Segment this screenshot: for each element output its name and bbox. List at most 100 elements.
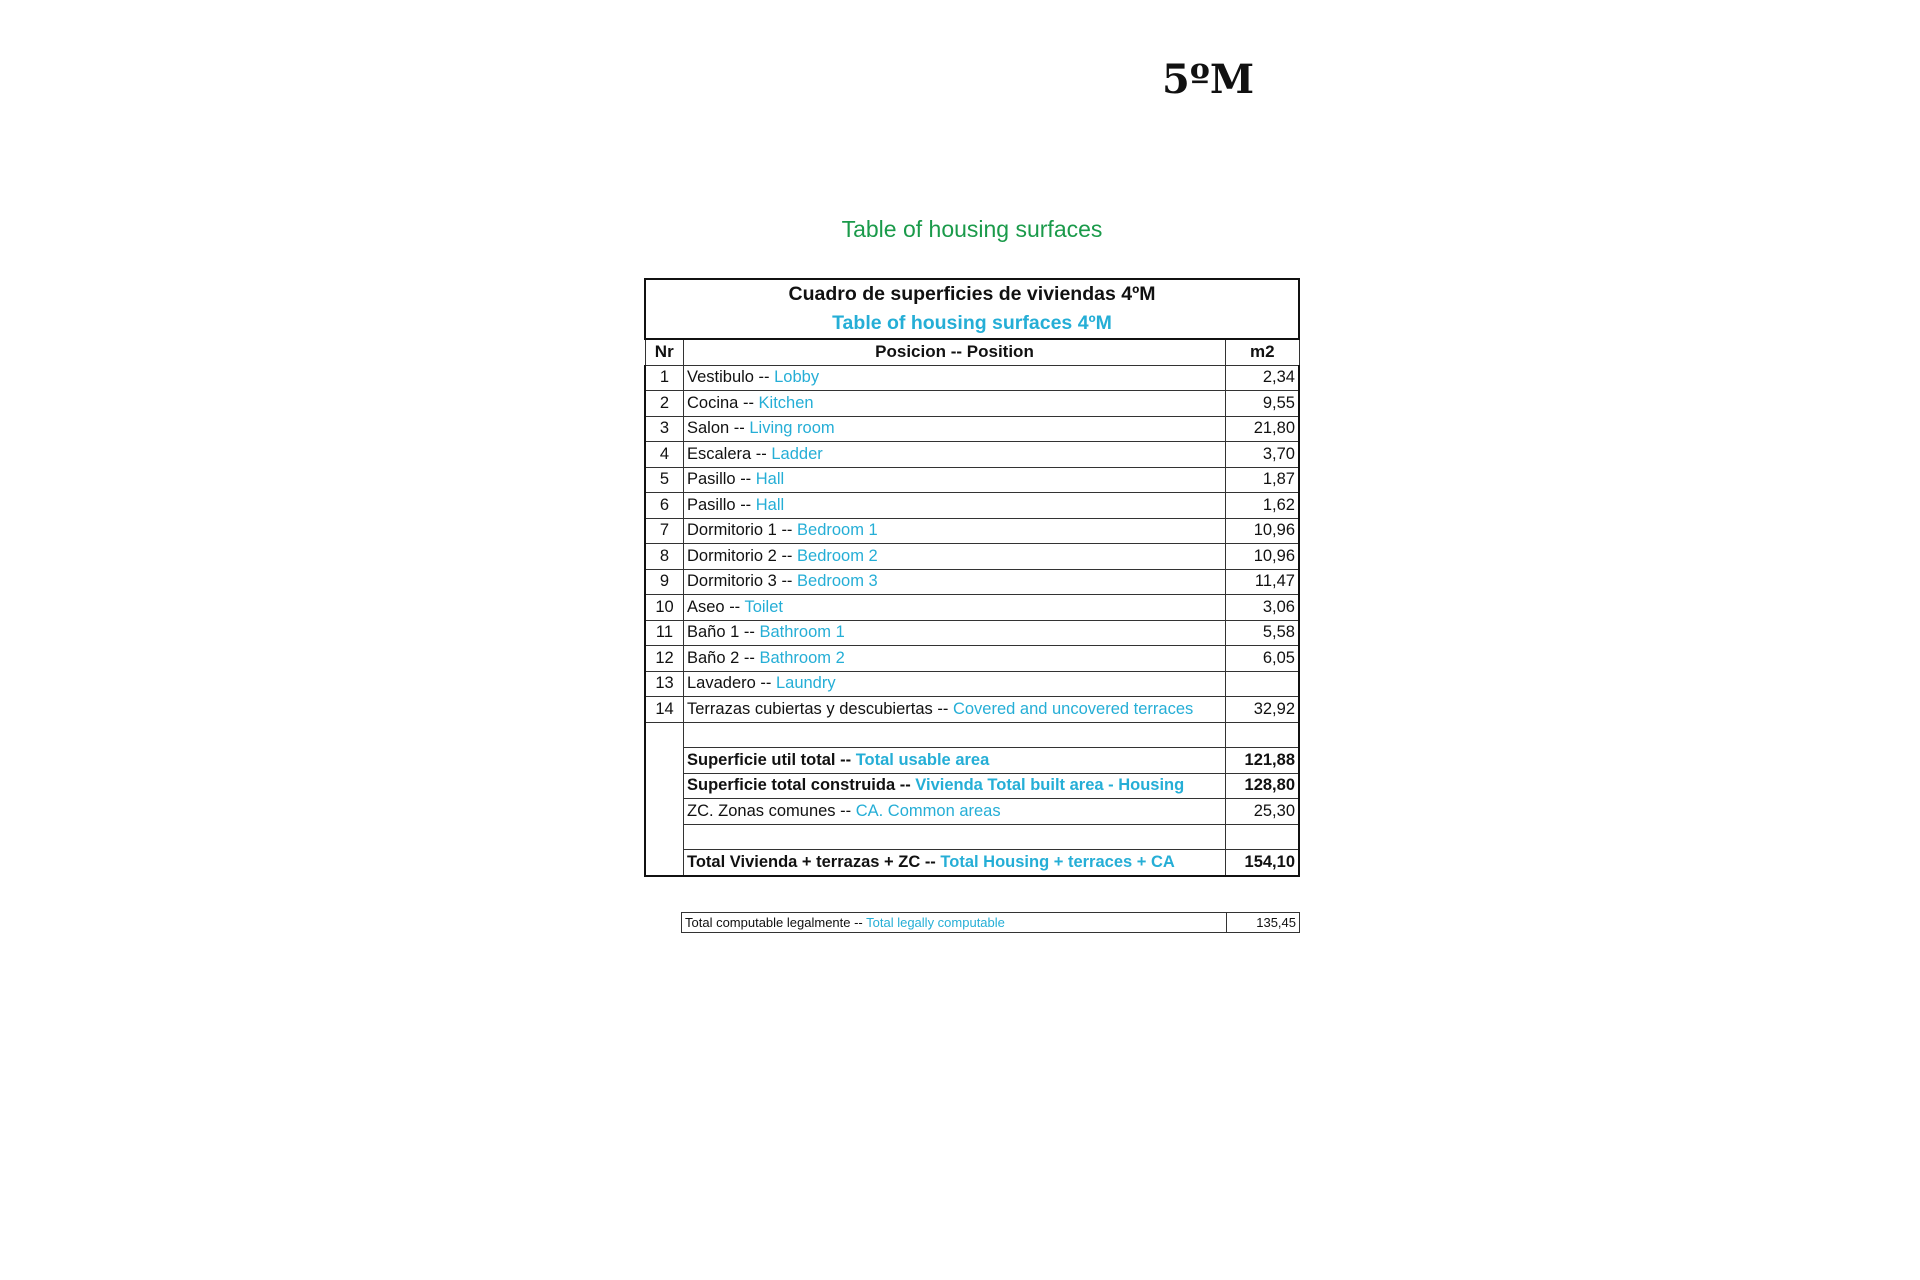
cell-position [683, 721, 1226, 748]
cell-m2: 128,80 [1225, 772, 1300, 799]
cell-position: Baño 1 -- Bathroom 1 [683, 619, 1226, 646]
position-en: Living room [749, 419, 835, 438]
position-en: Bathroom 1 [759, 623, 845, 642]
cell-nr: 5 [644, 466, 684, 493]
position-en: Kitchen [758, 393, 814, 412]
cell-nr: 3 [644, 415, 684, 442]
table-row: 7 Dormitorio 1 -- Bedroom 1 10,96 [644, 517, 1300, 544]
position-es: Escalera -- [687, 444, 772, 463]
header-m2: m2 [1225, 338, 1300, 366]
table-row: 1 Vestibulo -- Lobby 2,34 [644, 364, 1300, 391]
position-en: CA. Common areas [855, 801, 1001, 820]
cell-m2: 3,06 [1225, 594, 1300, 621]
computable-row: Total computable legalmente -- Total leg… [644, 912, 1300, 933]
table-row: 2 Cocina -- Kitchen 9,55 [644, 390, 1300, 417]
table-row: 11 Baño 1 -- Bathroom 1 5,58 [644, 619, 1300, 646]
position-en: Ladder [771, 444, 823, 463]
cell-position: Dormitorio 2 -- Bedroom 2 [683, 543, 1226, 570]
common-areas-row: ZC. Zonas comunes -- CA. Common areas 25,… [644, 798, 1300, 825]
cell-position: Escalera -- Ladder [683, 441, 1226, 468]
computable-value: 135,45 [1226, 912, 1300, 933]
position-es: Dormitorio 2 -- [687, 546, 798, 565]
cell-position: Cocina -- Kitchen [683, 390, 1226, 417]
cell-m2: 6,05 [1225, 645, 1300, 672]
position-es: Salon -- [687, 419, 750, 438]
cell-m2: 10,96 [1225, 543, 1300, 570]
table-title-en: Table of housing surfaces 4ºM [832, 312, 1112, 334]
cell-nr: 14 [644, 696, 684, 723]
cell-nr: 6 [644, 492, 684, 519]
computable-table: Total computable legalmente -- Total leg… [644, 912, 1300, 933]
table-row: 13 Lavadero -- Laundry [644, 670, 1300, 697]
cell-nr [644, 722, 684, 748]
position-es: Vestibulo -- [687, 368, 775, 387]
position-en: Bedroom 1 [797, 521, 878, 540]
cell-position: Superficie total construida -- Vivienda … [683, 772, 1226, 799]
cell-position: Baño 2 -- Bathroom 2 [683, 645, 1226, 672]
cell-position: Dormitorio 3 -- Bedroom 3 [683, 568, 1226, 595]
column-header-row: Nr Posicion -- Position m2 [644, 338, 1300, 366]
cell-m2 [1225, 823, 1300, 850]
position-en: Total Housing + terraces + CA [940, 852, 1175, 871]
cell-nr: 11 [644, 619, 684, 646]
position-es: Terrazas cubiertas y descubiertas -- [687, 699, 953, 718]
position-es: Dormitorio 3 -- [687, 572, 798, 591]
header-nr: Nr [644, 338, 684, 366]
cell-nr: 2 [644, 390, 684, 417]
cell-m2: 2,34 [1225, 364, 1300, 391]
table-row: 10 Aseo -- Toilet 3,06 [644, 594, 1300, 621]
position-es: Total Vivienda + terrazas + ZC -- [687, 852, 941, 871]
position-es: Lavadero -- [687, 674, 776, 693]
total-usable-row: Superficie util total -- Total usable ar… [644, 747, 1300, 774]
cell-m2: 10,96 [1225, 517, 1300, 544]
position-en: Vivienda Total built area - Housing [915, 776, 1185, 795]
position-es: Pasillo -- [687, 495, 756, 514]
empty-row [644, 823, 1300, 850]
cell-nr: 4 [644, 441, 684, 468]
position-en: Bedroom 2 [797, 546, 878, 565]
position-en: Lobby [774, 368, 820, 387]
cell-position: Terrazas cubiertas y descubiertas -- Cov… [683, 696, 1226, 723]
cell-position: Pasillo -- Hall [683, 466, 1226, 493]
table-row: 4 Escalera -- Ladder 3,70 [644, 441, 1300, 468]
cell-position: Superficie util total -- Total usable ar… [683, 747, 1226, 774]
position-es: Cocina -- [687, 393, 759, 412]
table-row: 9 Dormitorio 3 -- Bedroom 3 11,47 [644, 568, 1300, 595]
position-en: Total usable area [855, 750, 990, 769]
cell-position: Aseo -- Toilet [683, 594, 1226, 621]
position-es: Pasillo -- [687, 470, 756, 489]
position-es: Baño 2 -- [687, 648, 760, 667]
position-en: Hall [755, 495, 785, 514]
cell-m2 [1225, 670, 1300, 697]
cell-nr: 12 [644, 645, 684, 672]
cell-m2: 32,92 [1225, 696, 1300, 723]
cell-position [683, 823, 1226, 850]
computable-label: Total computable legalmente -- Total leg… [681, 912, 1227, 933]
cell-m2: 5,58 [1225, 619, 1300, 646]
caption: Table of housing surfaces [841, 216, 1103, 242]
cell-position: Vestibulo -- Lobby [683, 364, 1226, 391]
cell-m2: 154,10 [1225, 849, 1300, 877]
cell-position: ZC. Zonas comunes -- CA. Common areas [683, 798, 1226, 825]
cell-m2: 11,47 [1225, 568, 1300, 595]
position-es: Superficie util total -- [687, 750, 856, 769]
position-en: Bedroom 3 [797, 572, 878, 591]
cell-position: Pasillo -- Hall [683, 492, 1226, 519]
table-row: 8 Dormitorio 2 -- Bedroom 2 10,96 [644, 543, 1300, 570]
cell-position: Salon -- Living room [683, 415, 1226, 442]
cell-nr: 7 [644, 517, 684, 544]
table-row: 3 Salon -- Living room 21,80 [644, 415, 1300, 442]
table-title-row: Cuadro de superficies de viviendas 4ºM T… [644, 278, 1300, 340]
cell-position: Dormitorio 1 -- Bedroom 1 [683, 517, 1226, 544]
cell-nr: 9 [644, 568, 684, 595]
position-es: Superficie total construida -- [687, 776, 916, 795]
position-en: Covered and uncovered terraces [952, 699, 1194, 718]
table-title-es: Cuadro de superficies de viviendas 4ºM [788, 283, 1156, 305]
cell-nr [644, 747, 684, 773]
header-position: Posicion -- Position [683, 338, 1226, 366]
cell-nr: 10 [644, 594, 684, 621]
grand-total-row: Total Vivienda + terrazas + ZC -- Total … [644, 849, 1300, 877]
position-en: Toilet [744, 597, 783, 616]
total-built-row: Superficie total construida -- Vivienda … [644, 772, 1300, 799]
position-en: Hall [755, 470, 785, 489]
